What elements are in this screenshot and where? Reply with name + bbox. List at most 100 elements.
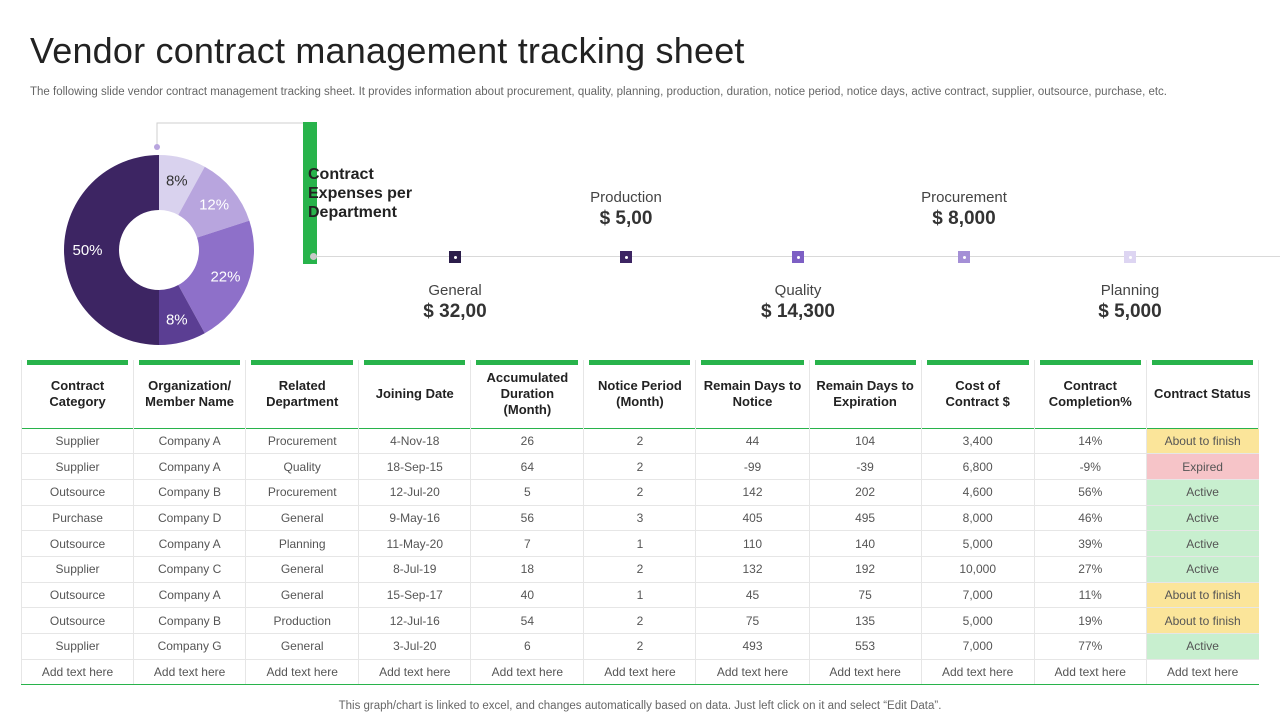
timeline-marker-planning [1124, 251, 1136, 263]
section-title: Contract Expenses per Department [308, 166, 413, 221]
timeline-marker-procurement [958, 251, 970, 263]
department-value: $ 32,00 [423, 301, 487, 322]
table-cell: Planning [245, 530, 359, 557]
column-header-8: Remain Days to Expiration [808, 360, 922, 428]
column-header-3: Related Department [245, 360, 360, 428]
status-badge: Expired [1145, 453, 1259, 480]
department-name: Procurement [921, 189, 1007, 206]
department-name: Production [590, 189, 662, 206]
donut-slice-4[interactable] [159, 285, 205, 345]
table-cell: 39% [1033, 530, 1147, 557]
status-badge: Active [1145, 505, 1259, 532]
table-cell: General [245, 582, 359, 609]
table-cell: 11% [1033, 582, 1147, 609]
table-cell: 2 [583, 453, 696, 480]
table-row: Add text here Add text here Add text here A… [20, 659, 1259, 686]
table-cell: Add text here [470, 659, 584, 686]
table-cell: Add text here [920, 659, 1035, 686]
donut-connector-dot [154, 144, 160, 150]
table-cell: 7,000 [920, 582, 1035, 609]
status-badge: Active [1145, 479, 1259, 506]
table-cell: Add text here [133, 659, 246, 686]
table-cell: 27% [1033, 556, 1147, 583]
table-cell: Company B [133, 479, 246, 506]
table-cell: 6 [470, 633, 584, 660]
table-cell: Add text here [1033, 659, 1147, 686]
table-row: Purchase Company D General 9-May-16 56 3 405 49… [20, 505, 1259, 532]
table-cell: 4-Nov-18 [358, 428, 471, 455]
table-cell: Outsource [20, 607, 134, 634]
table-cell: 12-Jul-20 [358, 479, 471, 506]
table-cell: Company D [133, 505, 246, 532]
table-row: Outsource Company A General 15-Sep-17 40 1 45 7… [20, 582, 1259, 609]
table-cell: 9-May-16 [358, 505, 471, 532]
table-cell: 10,000 [920, 556, 1035, 583]
department-value: $ 5,000 [1098, 301, 1162, 322]
table-cell: Quality [245, 453, 359, 480]
table-cell: 2 [583, 633, 696, 660]
table-cell: 2 [583, 556, 696, 583]
section-accent-bar [303, 122, 317, 264]
status-badge: Active [1145, 530, 1259, 557]
table-row: Supplier Company C General 8-Jul-19 18 2 132 19… [20, 556, 1259, 583]
table-row: Outsource Company A Planning 11-May-20 7 1 110… [20, 530, 1259, 557]
table-cell: 45 [695, 582, 810, 609]
table-cell: Add text here [808, 659, 922, 686]
table-cell: Supplier [20, 633, 134, 660]
column-header-1: Contract Category [20, 360, 135, 428]
footer-note: This graph/chart is linked to excel, and… [338, 700, 942, 712]
table-cell: Company C [133, 556, 246, 583]
table-cell: Add text here [20, 659, 134, 686]
table-cell: Add text here [583, 659, 696, 686]
donut-slice-5[interactable] [64, 155, 159, 345]
table-cell: 5,000 [920, 530, 1035, 557]
donut-slice-2[interactable] [178, 166, 250, 238]
table-cell: Outsource [20, 582, 134, 609]
table-cell: 44 [695, 428, 810, 455]
table-cell: Outsource [20, 479, 134, 506]
table-cell: 75 [695, 607, 810, 634]
donut-slice-1[interactable] [159, 155, 205, 215]
department-name: General [428, 282, 482, 299]
donut-slice-label-3: 22% [210, 268, 240, 285]
table-row: Supplier Company A Quality 18-Sep-15 64 2 -99-… [20, 453, 1259, 480]
donut-slice-3[interactable] [178, 220, 255, 334]
table-cell: 7 [470, 530, 584, 557]
table-cell: 19% [1033, 607, 1147, 634]
table-cell: Outsource [20, 530, 134, 557]
table-cell: 56 [470, 505, 584, 532]
table-row: Outsource Company B Procurement 12-Jul-20 5 2… [20, 479, 1259, 506]
table-cell: Production [245, 607, 359, 634]
donut-slice-label-1: 8% [166, 173, 188, 190]
table-row: Outsource Company B Production 12-Jul-16 54 2… [20, 607, 1259, 634]
column-header-11: Contract Status [1145, 360, 1260, 428]
table-cell: 46% [1033, 505, 1147, 532]
table-cell: 64 [470, 453, 584, 480]
table-cell: 6,800 [920, 453, 1035, 480]
table-cell: 3,400 [920, 428, 1035, 455]
table-cell: 104 [808, 428, 922, 455]
table-row: Supplier Company G General 3-Jul-20 6 2 493 553… [20, 633, 1259, 660]
department-kpi-production: Production $ 5,00 [541, 189, 711, 230]
table-cell: 3-Jul-20 [358, 633, 471, 660]
table-cell: 2 [583, 607, 696, 634]
department-kpi-general: General $ 32,00 [370, 282, 540, 323]
table-cell: Add text here [358, 659, 471, 686]
column-header-6: Notice Period (Month) [583, 360, 697, 428]
department-name: Planning [1100, 282, 1160, 299]
department-kpi-quality: Quality $ 14,300 [713, 282, 883, 323]
table-cell: 495 [808, 505, 922, 532]
table-cell: 135 [808, 607, 922, 634]
table-cell: 1 [583, 530, 696, 557]
column-header-9: Cost of Contract $ [920, 360, 1035, 428]
table-row: Supplier Company A Procurement 4-Nov-18 26 2 4… [20, 428, 1259, 455]
table-cell: 493 [695, 633, 810, 660]
table-cell: Supplier [20, 428, 134, 455]
table-cell: 2 [583, 479, 696, 506]
column-header-5: Accumulated Duration (Month) [470, 360, 585, 428]
table-cell: 18-Sep-15 [358, 453, 471, 480]
table-cell: 77% [1033, 633, 1147, 660]
table-cell: 40 [470, 582, 584, 609]
department-expense-donut-chart[interactable]: 8% 12% 22% 8% 50% [0, 110, 310, 360]
table-cell: 142 [695, 479, 810, 506]
